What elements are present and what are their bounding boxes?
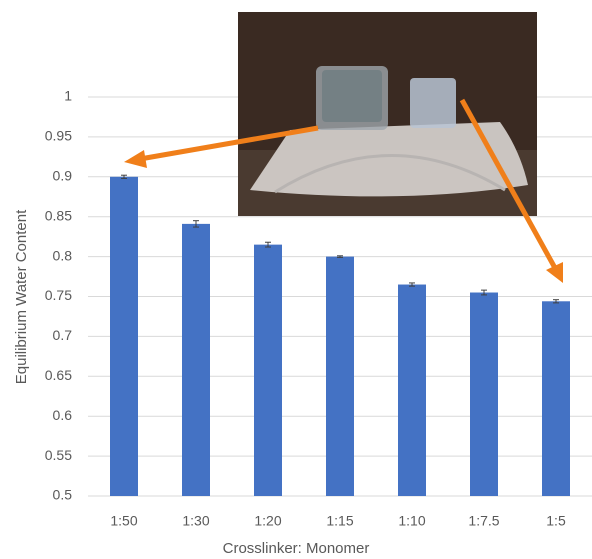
bar	[542, 301, 570, 496]
y-tick-label: 0.7	[53, 327, 73, 343]
y-tick-label: 0.95	[45, 128, 72, 144]
y-tick-label: 0.8	[53, 247, 73, 263]
y-tick-label: 0.5	[53, 487, 73, 503]
x-tick-label: 1:20	[254, 513, 281, 529]
y-tick-label: 0.55	[45, 447, 72, 463]
x-tick-label: 1:50	[110, 513, 137, 529]
bar	[470, 293, 498, 496]
x-tick-label: 1:30	[182, 513, 209, 529]
x-tick-label: 1:5	[546, 513, 566, 529]
bar	[254, 245, 282, 496]
bar	[110, 177, 138, 496]
x-axis-title: Crosslinker: Monomer	[223, 540, 370, 557]
y-tick-label: 0.85	[45, 207, 72, 223]
y-tick-label: 0.6	[53, 407, 73, 423]
x-tick-label: 1:10	[398, 513, 425, 529]
bar	[326, 257, 354, 496]
y-axis-title: Equilibrium Water Content	[13, 209, 30, 384]
bar	[398, 285, 426, 496]
y-tick-label: 0.9	[53, 168, 73, 184]
chart: 0.5 0.55 0.6 0.65 0.7 0.75 0.8 0.85 0.9 0.95 1 1:50…	[0, 0, 592, 559]
x-tick-label: 1:15	[326, 513, 353, 529]
photo-inset	[238, 12, 537, 216]
y-tick-label: 1	[64, 88, 72, 104]
y-tick-label: 0.75	[45, 287, 72, 303]
y-tick-label: 0.65	[45, 367, 72, 383]
x-tick-label: 1:7.5	[468, 513, 499, 529]
bar	[182, 224, 210, 496]
